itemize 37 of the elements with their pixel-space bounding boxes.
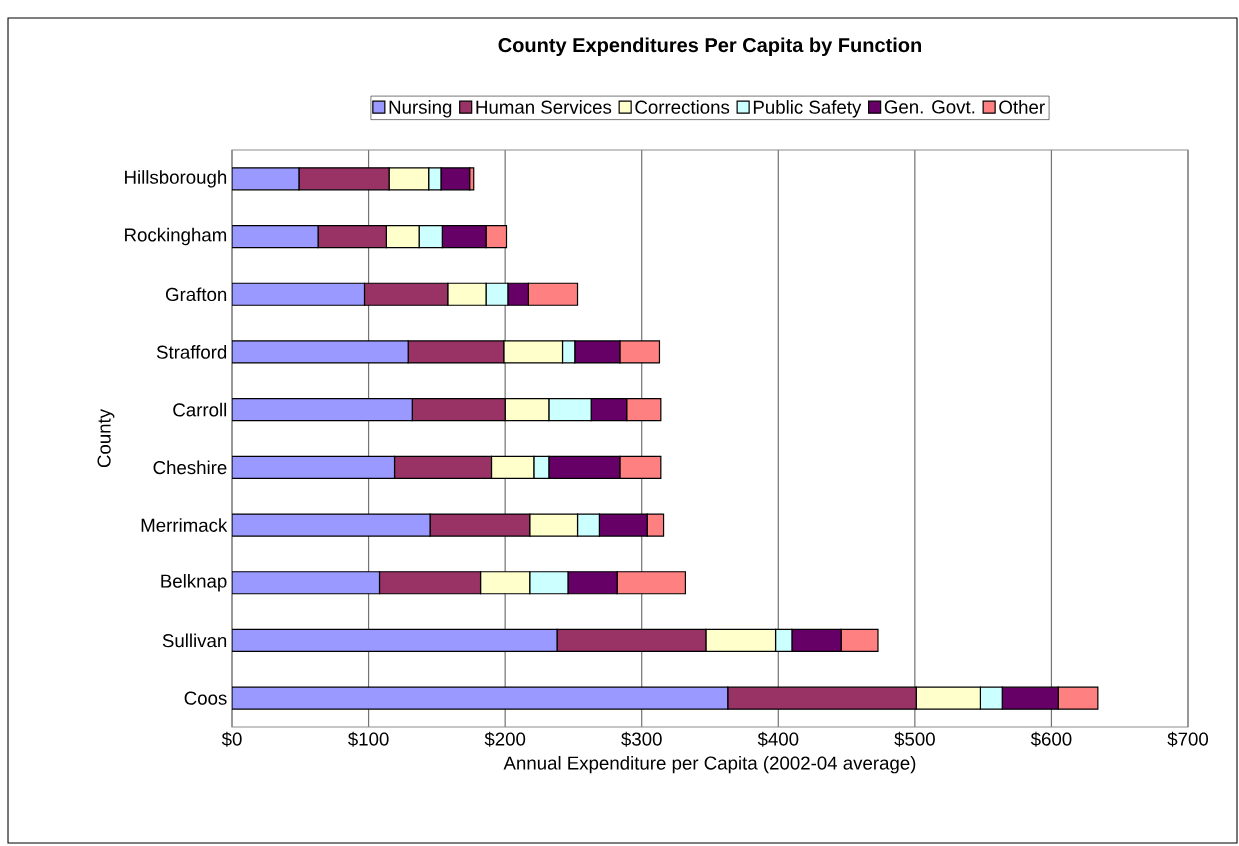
x-tick-label: $300 bbox=[621, 731, 662, 747]
x-tick-label: $200 bbox=[484, 731, 526, 747]
bar bbox=[232, 686, 729, 710]
x-tick-label: $500 bbox=[894, 731, 935, 747]
legend-label: Other bbox=[999, 100, 1045, 114]
x-tick-label: $700 bbox=[1167, 731, 1209, 747]
bar bbox=[232, 398, 413, 422]
bar bbox=[232, 167, 300, 191]
legend-label: Public Safety bbox=[753, 100, 862, 118]
bar bbox=[232, 224, 319, 249]
bar bbox=[232, 628, 558, 653]
bar bbox=[232, 282, 366, 306]
y-tick-label: Grafton bbox=[165, 287, 227, 302]
legend-label: Gen. Govt. bbox=[884, 100, 975, 114]
y-tick-label: Cheshire bbox=[153, 460, 227, 475]
x-tick-label: $600 bbox=[1030, 731, 1072, 747]
chart-title: County Expenditures Per Capita by Function bbox=[498, 37, 922, 57]
y-tick-label: Carroll bbox=[173, 402, 227, 417]
x-axis-title: Annual Expenditure per Capita (2002-04 average) bbox=[503, 755, 916, 774]
y-axis-title: County bbox=[97, 408, 115, 468]
y-tick-label: Merrimack bbox=[141, 518, 228, 532]
bar bbox=[232, 571, 381, 595]
x-tick-label: $400 bbox=[757, 731, 799, 747]
legend-label: Human Services bbox=[476, 100, 612, 114]
y-tick-label: Coos bbox=[184, 691, 227, 705]
y-tick-label: Rockingham bbox=[125, 227, 227, 246]
bar bbox=[232, 340, 409, 364]
x-tick-label: $0 bbox=[221, 731, 242, 747]
bar bbox=[232, 455, 396, 479]
y-tick-label: Belknap bbox=[161, 574, 227, 592]
legend-label: Nursing bbox=[389, 100, 452, 118]
y-tick-label: Sullivan bbox=[162, 633, 227, 648]
y-tick-label: Hillsborough bbox=[125, 170, 227, 188]
x-tick-label: $100 bbox=[348, 731, 389, 747]
y-tick-label: Strafford bbox=[156, 345, 227, 359]
legend-label: Corrections bbox=[635, 100, 730, 114]
bar bbox=[232, 513, 431, 537]
